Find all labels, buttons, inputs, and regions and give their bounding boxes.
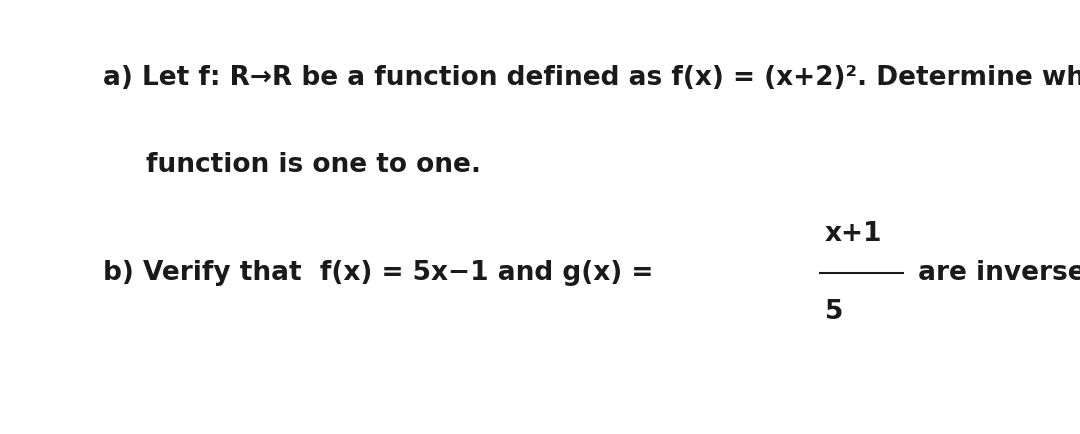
Text: are inverse functions.: are inverse functions. [909,260,1080,286]
Text: 5: 5 [824,299,842,326]
Text: b) Verify that  f(x) = 5x−1 and g(x) =: b) Verify that f(x) = 5x−1 and g(x) = [103,260,662,286]
Text: x+1: x+1 [824,221,882,247]
Text: a) Let f: R→R be a function defined as f(x) = (x+2)². Determine whether the: a) Let f: R→R be a function defined as f… [103,65,1080,91]
Text: function is one to one.: function is one to one. [146,152,481,178]
